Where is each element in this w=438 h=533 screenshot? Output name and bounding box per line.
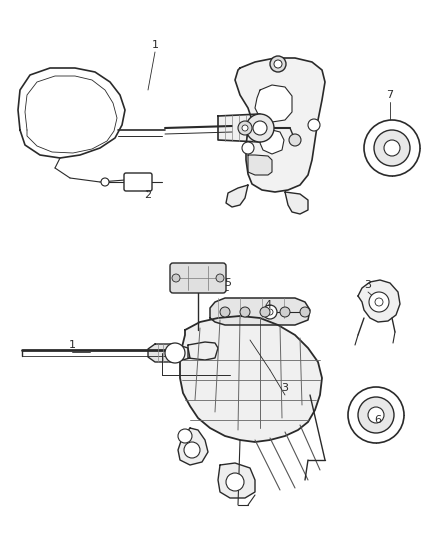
- Circle shape: [374, 130, 410, 166]
- Text: 6: 6: [374, 415, 381, 425]
- Circle shape: [267, 309, 273, 315]
- Text: 2: 2: [145, 190, 152, 200]
- Circle shape: [216, 274, 224, 282]
- Circle shape: [369, 292, 389, 312]
- Polygon shape: [188, 342, 218, 360]
- Circle shape: [270, 56, 286, 72]
- Polygon shape: [226, 185, 248, 207]
- Circle shape: [260, 307, 270, 317]
- Circle shape: [242, 142, 254, 154]
- Text: 1: 1: [152, 40, 159, 50]
- Circle shape: [238, 121, 252, 135]
- Text: 4: 4: [265, 300, 272, 310]
- Text: 7: 7: [386, 90, 394, 100]
- Circle shape: [172, 274, 180, 282]
- Circle shape: [289, 134, 301, 146]
- Polygon shape: [148, 344, 190, 362]
- Circle shape: [358, 397, 394, 433]
- Polygon shape: [180, 316, 322, 442]
- Polygon shape: [218, 114, 260, 142]
- Text: 3: 3: [282, 383, 289, 393]
- Polygon shape: [178, 428, 208, 465]
- Circle shape: [263, 305, 277, 319]
- Circle shape: [364, 120, 420, 176]
- Circle shape: [375, 298, 383, 306]
- Polygon shape: [255, 85, 292, 122]
- Circle shape: [226, 473, 244, 491]
- FancyBboxPatch shape: [124, 173, 152, 191]
- Circle shape: [165, 343, 185, 363]
- Circle shape: [384, 140, 400, 156]
- Circle shape: [280, 307, 290, 317]
- Circle shape: [300, 307, 310, 317]
- Polygon shape: [260, 130, 284, 154]
- Circle shape: [348, 387, 404, 443]
- Polygon shape: [285, 192, 308, 214]
- Circle shape: [242, 125, 248, 131]
- Circle shape: [253, 121, 267, 135]
- Text: 5: 5: [225, 278, 232, 288]
- Circle shape: [368, 407, 384, 423]
- Circle shape: [178, 429, 192, 443]
- Text: 1: 1: [68, 340, 75, 350]
- Circle shape: [274, 60, 282, 68]
- Polygon shape: [235, 58, 325, 192]
- Circle shape: [308, 119, 320, 131]
- Circle shape: [246, 114, 274, 142]
- Circle shape: [184, 442, 200, 458]
- Circle shape: [101, 178, 109, 186]
- Circle shape: [220, 307, 230, 317]
- FancyBboxPatch shape: [170, 263, 226, 293]
- Polygon shape: [358, 280, 400, 322]
- Polygon shape: [248, 155, 272, 175]
- Polygon shape: [210, 298, 310, 325]
- Polygon shape: [218, 463, 255, 498]
- Circle shape: [240, 307, 250, 317]
- Text: 3: 3: [364, 280, 371, 290]
